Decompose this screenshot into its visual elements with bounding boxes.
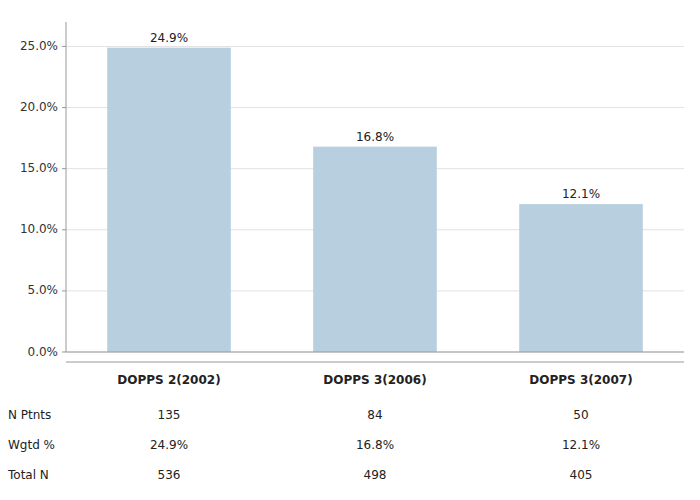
y-axis: 0.0% 5.0% 10.0% 15.0% 20.0% 25.0% [20,22,66,359]
tick-mark [62,290,66,291]
tick-label: 20.0% [20,100,58,114]
table-header: DOPPS 2(2002) [117,373,220,387]
bar [107,48,231,352]
table-row-label: N Ptnts [8,408,51,422]
tick-mark [62,107,66,108]
table-cell: 24.9% [150,438,188,452]
table-row-label: Wgtd % [8,438,55,452]
tick-mark [62,229,66,230]
table-header: DOPPS 3(2007) [529,373,632,387]
bars [107,48,643,352]
tick-label: 15.0% [20,161,58,175]
table-header: DOPPS 3(2006) [323,373,426,387]
tick-mark [62,168,66,169]
bar [519,204,643,352]
data-label: 16.8% [356,130,394,144]
tick-mark [62,46,66,47]
table-cell: 536 [158,468,181,482]
table-cell: 84 [367,408,382,422]
table-cell: 50 [573,408,588,422]
table-cell: 12.1% [562,438,600,452]
data-labels: 24.9% 16.8% 12.1% [150,31,600,201]
table-row-label: Total N [7,468,49,482]
tick-label: 0.0% [28,345,59,359]
tick-label: 25.0% [20,39,58,53]
tick-label: 5.0% [28,283,59,297]
table-cell: 498 [364,468,387,482]
y-axis-line [66,22,67,352]
table-cell: 135 [158,408,181,422]
background [0,0,700,500]
grid [66,46,684,352]
table-cell: 16.8% [356,438,394,452]
tick-mark [62,352,66,353]
bar [313,147,437,352]
table: DOPPS 2(2002) DOPPS 3(2006) DOPPS 3(2007) N… [7,362,684,482]
data-label: 24.9% [150,31,188,45]
table-cell: 405 [570,468,593,482]
grid-line [66,352,684,353]
chart: 0.0% 5.0% 10.0% 15.0% 20.0% 25.0% 24.9% 16.8% 12… [0,0,700,500]
x-axis-line [66,352,684,353]
data-label: 12.1% [562,187,600,201]
table-separator [66,362,684,363]
grid-line [66,46,684,47]
tick-label: 10.0% [20,222,58,236]
